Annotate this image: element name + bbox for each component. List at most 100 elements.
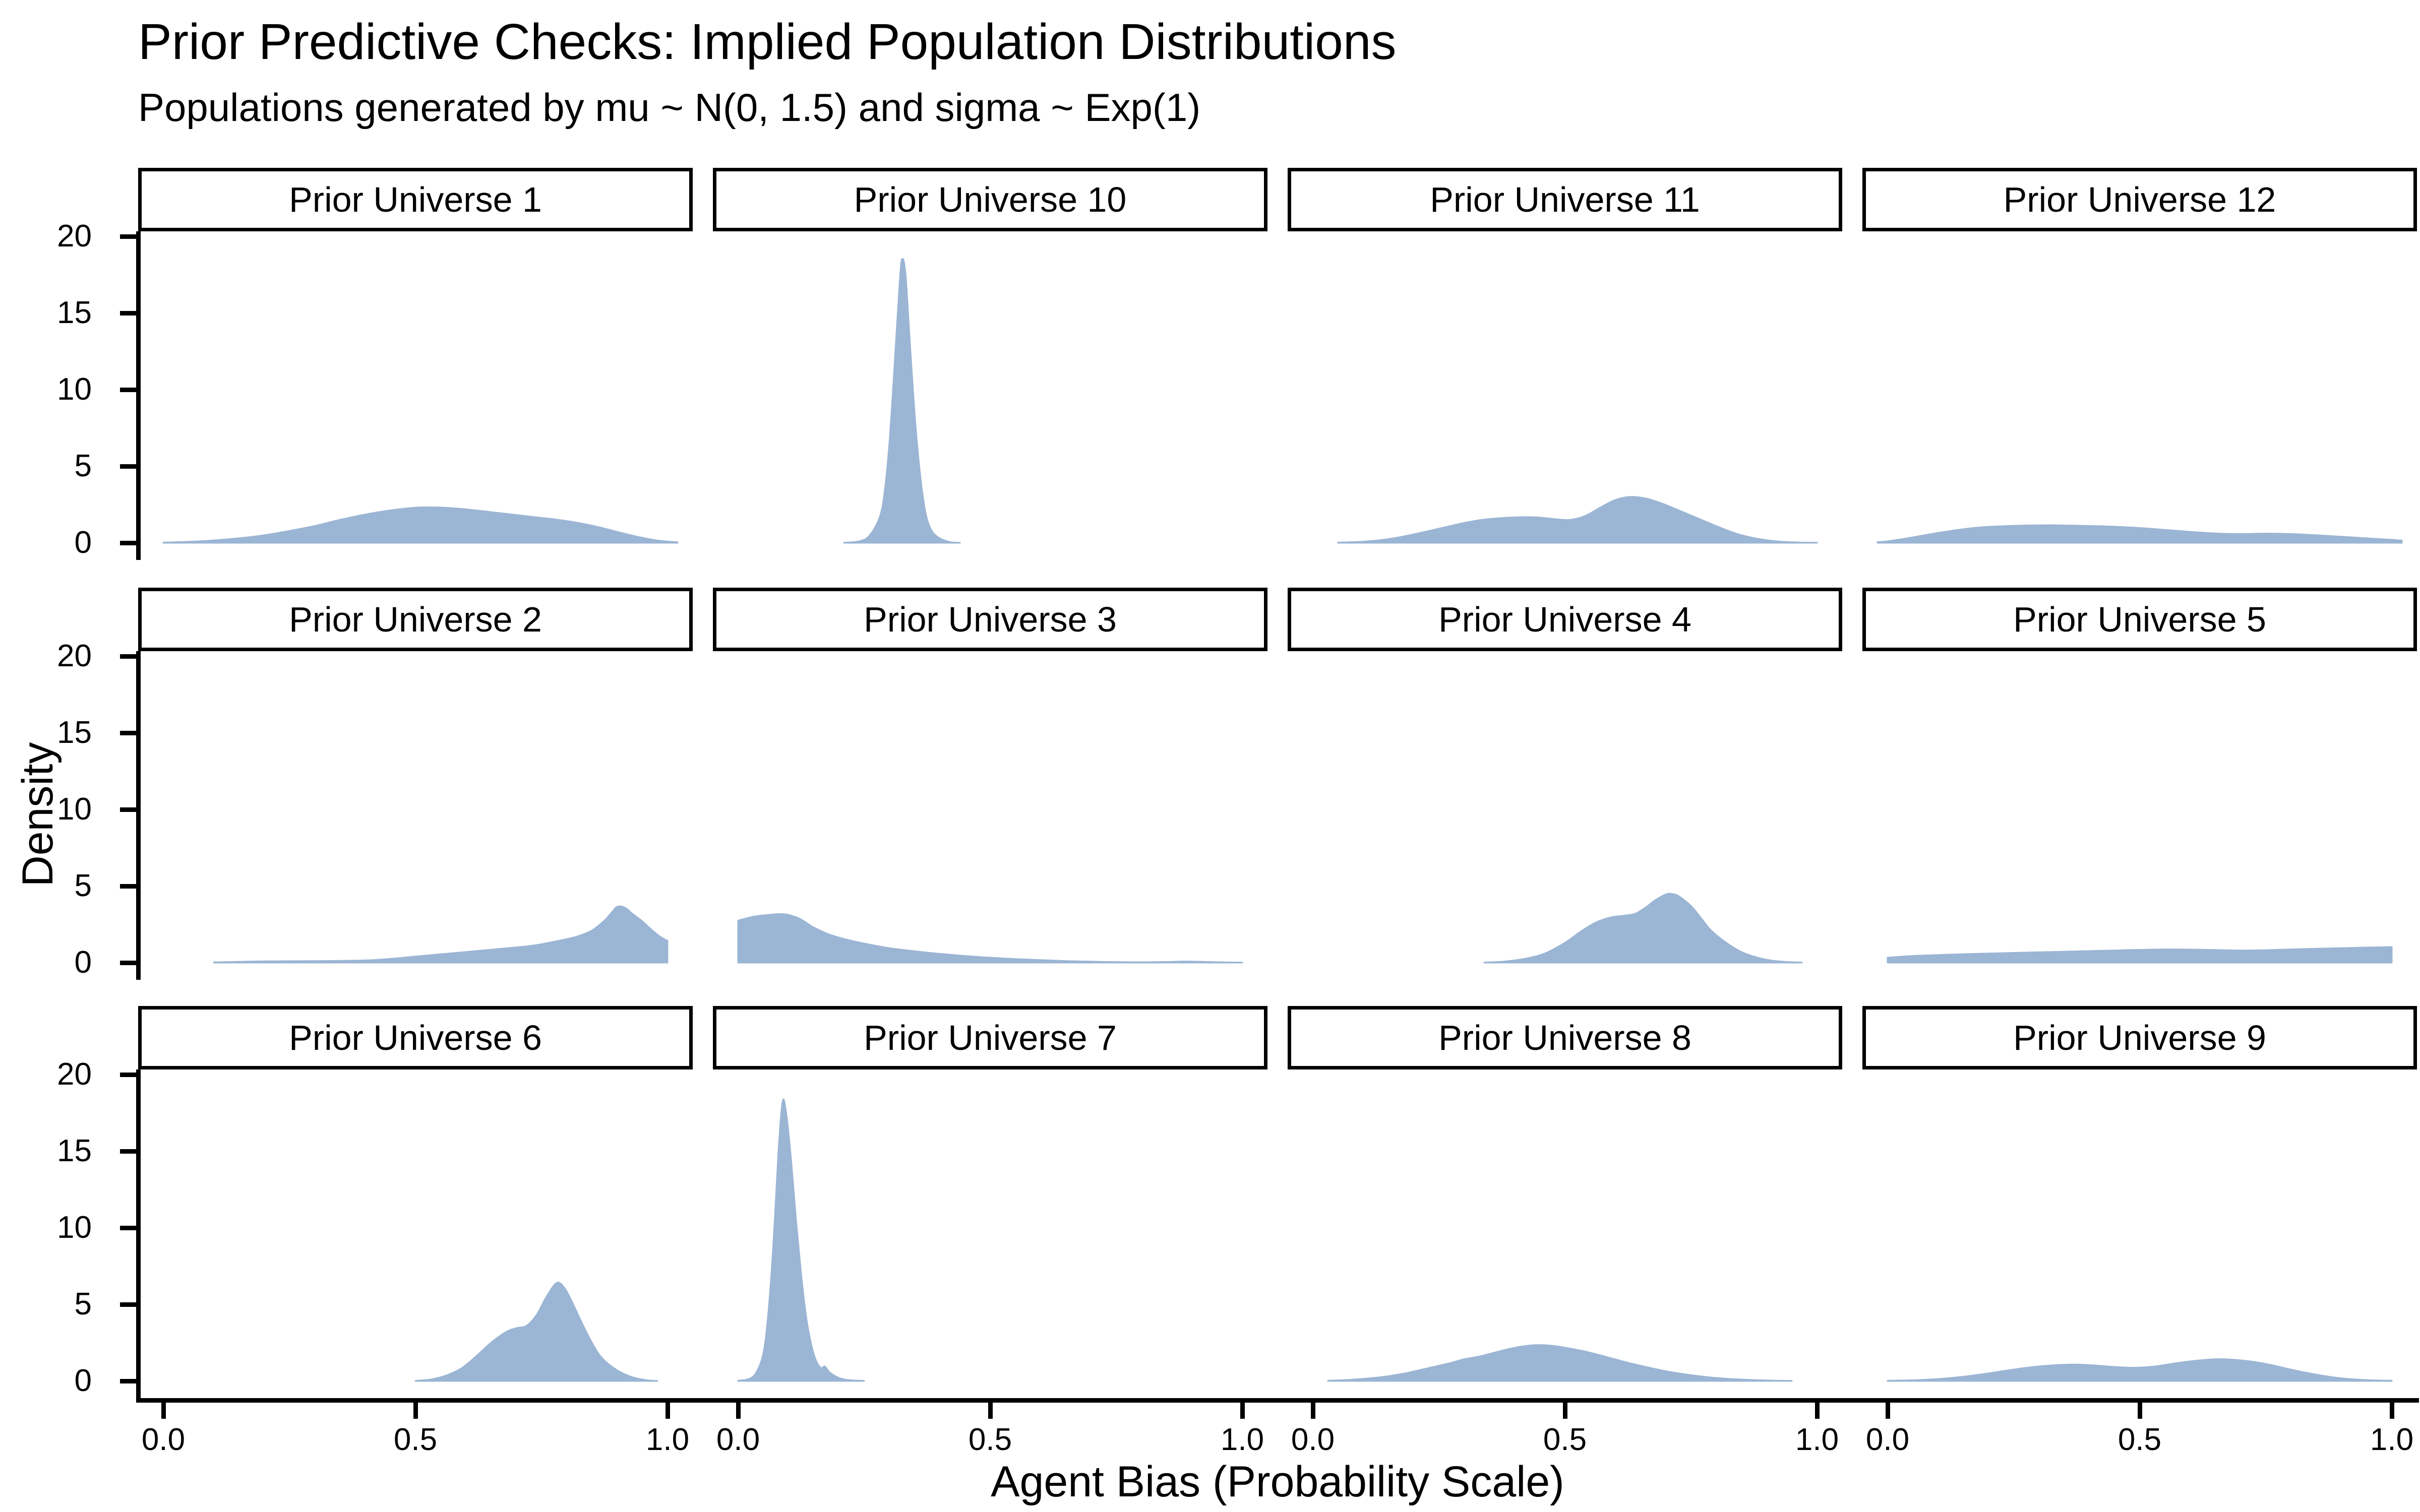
y-axis-line — [136, 1069, 141, 1398]
facet-strip: Prior Universe 9 — [1862, 1006, 2417, 1069]
y-tick-mark — [120, 807, 136, 812]
density-curve-svg — [213, 905, 669, 964]
density-curve-svg — [737, 913, 1243, 964]
facet-strip-label: Prior Universe 9 — [2013, 1018, 2266, 1057]
density-curve-svg — [1877, 524, 2403, 544]
x-axis-line — [136, 1398, 2419, 1403]
facet-strip: Prior Universe 12 — [1862, 168, 2417, 231]
density-curve-svg — [414, 1282, 658, 1382]
density-area — [1337, 496, 1818, 544]
y-tick-mark — [120, 731, 136, 735]
facet-strip-label: Prior Universe 11 — [1430, 180, 1700, 219]
y-tick-mark — [120, 1073, 136, 1077]
density-curve-svg — [737, 1098, 865, 1382]
y-tick-label: 0 — [74, 525, 92, 560]
y-tick-mark — [120, 234, 136, 239]
x-axis-title: Agent Bias (Probability Scale) — [991, 1458, 1564, 1506]
facet-panel — [713, 231, 1267, 560]
y-tick-label: 5 — [74, 449, 92, 483]
x-tick-mark — [161, 1403, 166, 1419]
density-curve-svg — [1337, 496, 1818, 544]
x-tick-mark — [1311, 1403, 1315, 1419]
facet-panel — [1288, 1069, 1842, 1398]
x-tick-label: 0.5 — [1543, 1422, 1587, 1457]
facet-strip-label: Prior Universe 2 — [289, 600, 542, 639]
y-tick-label: 0 — [74, 945, 92, 980]
y-tick-mark — [120, 884, 136, 889]
y-tick-label: 20 — [57, 639, 92, 673]
y-tick-mark — [120, 1226, 136, 1230]
facet-panel — [713, 651, 1267, 980]
facet-panel — [138, 1069, 693, 1398]
y-tick-label: 5 — [74, 1287, 92, 1321]
x-tick-mark — [413, 1403, 418, 1419]
y-tick-mark — [120, 1149, 136, 1154]
facet-panel — [1862, 231, 2417, 560]
density-area — [737, 913, 1243, 964]
facet-strip-label: Prior Universe 5 — [2013, 600, 2266, 639]
y-tick-mark — [120, 464, 136, 469]
facet-panel — [1862, 651, 2417, 980]
facet-panel — [713, 1069, 1267, 1398]
facet-strip: Prior Universe 10 — [713, 168, 1267, 231]
y-axis-line — [136, 231, 141, 560]
facet-strip: Prior Universe 4 — [1288, 588, 1842, 651]
facet-strip-label: Prior Universe 6 — [289, 1018, 542, 1057]
x-tick-mark — [1815, 1403, 1820, 1419]
density-curve-svg — [162, 506, 679, 544]
x-tick-label: 0.0 — [1865, 1422, 1910, 1457]
x-tick-mark — [736, 1403, 741, 1419]
x-tick-label: 0.0 — [141, 1422, 186, 1457]
density-area — [414, 1282, 658, 1382]
x-tick-label: 1.0 — [1220, 1422, 1264, 1457]
chart-title: Prior Predictive Checks: Implied Populat… — [138, 14, 1397, 70]
x-tick-mark — [2138, 1403, 2142, 1419]
facet-strip-label: Prior Universe 1 — [289, 180, 542, 219]
y-tick-label: 10 — [57, 372, 92, 407]
facet-panel — [1862, 1069, 2417, 1398]
y-tick-mark — [120, 1379, 136, 1383]
x-tick-mark — [988, 1403, 993, 1419]
x-tick-label: 1.0 — [1795, 1422, 1839, 1457]
density-area — [737, 1098, 865, 1382]
y-tick-mark — [120, 388, 136, 392]
chart-subtitle: Populations generated by mu ~ N(0, 1.5) … — [138, 85, 1201, 130]
x-tick-label: 0.5 — [2118, 1422, 2162, 1457]
x-tick-mark — [1886, 1403, 1890, 1419]
facet-panel — [1288, 231, 1842, 560]
facet-panel — [1288, 651, 1842, 980]
facet-strip-label: Prior Universe 10 — [854, 180, 1127, 219]
y-tick-label: 15 — [57, 715, 92, 750]
density-curve-svg — [843, 258, 961, 544]
density-curve-svg — [1327, 1344, 1793, 1382]
facet-strip: Prior Universe 3 — [713, 588, 1267, 651]
y-tick-label: 10 — [57, 792, 92, 827]
x-tick-label: 0.0 — [716, 1422, 760, 1457]
y-tick-label: 10 — [57, 1210, 92, 1245]
density-curve-svg — [1887, 946, 2393, 964]
facet-strip: Prior Universe 1 — [138, 168, 693, 231]
x-tick-label: 0.5 — [968, 1422, 1012, 1457]
y-tick-label: 5 — [74, 868, 92, 903]
facet-panel — [138, 651, 693, 980]
facet-strip: Prior Universe 8 — [1288, 1006, 1842, 1069]
x-tick-mark — [1563, 1403, 1567, 1419]
y-tick-mark — [120, 654, 136, 659]
y-tick-mark — [120, 961, 136, 965]
y-tick-label: 20 — [57, 1057, 92, 1092]
density-area — [1887, 946, 2393, 964]
y-tick-label: 0 — [74, 1363, 92, 1398]
facet-strip: Prior Universe 7 — [713, 1006, 1267, 1069]
x-tick-mark — [1240, 1403, 1245, 1419]
facet-strip-label: Prior Universe 12 — [2003, 180, 2276, 219]
x-tick-label: 0.5 — [393, 1422, 438, 1457]
x-tick-label: 1.0 — [2370, 1422, 2414, 1457]
x-tick-mark — [666, 1403, 670, 1419]
facet-strip: Prior Universe 5 — [1862, 588, 2417, 651]
facet-strip: Prior Universe 11 — [1288, 168, 1842, 231]
density-area — [162, 506, 679, 544]
y-axis-title: Density — [14, 742, 62, 887]
density-curve-svg — [1483, 893, 1803, 964]
